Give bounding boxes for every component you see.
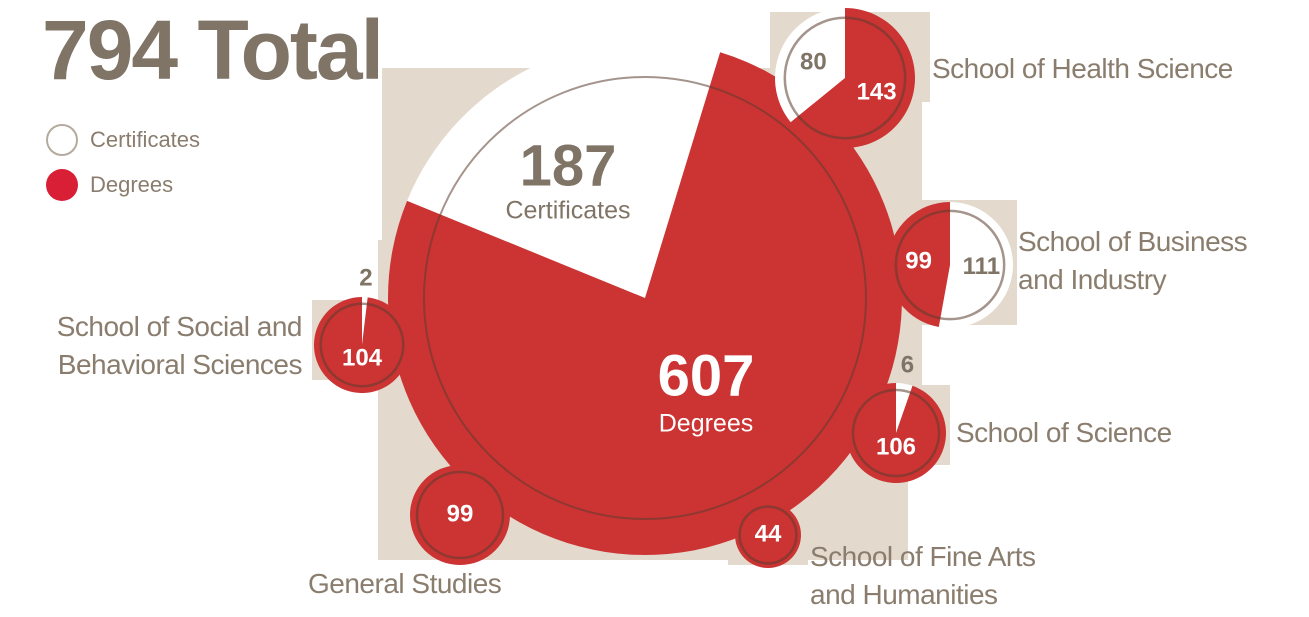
value-label: 99	[905, 248, 932, 275]
pie-slice	[896, 383, 913, 433]
category-label: School of Health Science	[932, 53, 1233, 84]
value-label: 143	[857, 78, 897, 105]
pie-slice	[846, 383, 946, 483]
category-label: School of Science	[956, 417, 1172, 448]
category-label: School of Social and Behavioral Sciences	[56, 311, 303, 380]
value-label: 607	[658, 343, 755, 408]
value-label: 106	[876, 433, 916, 460]
value-label: 2	[359, 264, 372, 291]
value-label: 44	[755, 520, 782, 547]
pie-slice	[735, 502, 801, 568]
pie-ring	[894, 209, 1006, 321]
value-label: 99	[447, 500, 474, 527]
pie-ring	[851, 388, 941, 478]
pie-ring	[738, 505, 798, 565]
legend-label: Degrees	[90, 172, 174, 197]
legend-swatch	[46, 124, 78, 156]
pie-slice	[362, 297, 368, 345]
value-label: 6	[901, 351, 914, 378]
pie-slice	[387, 52, 902, 556]
pie-slice	[790, 8, 916, 148]
pie-slice	[313, 297, 410, 393]
value-label: 187	[520, 133, 617, 198]
pie-ring	[319, 302, 405, 388]
category-label: General Studies	[308, 568, 502, 599]
legend-swatch	[46, 169, 78, 201]
value-label: 80	[800, 48, 827, 75]
category-label: School of Fine Arts and Humanities	[810, 541, 1036, 610]
chart-title: 794 Total	[42, 3, 384, 97]
value-caption: Certificates	[505, 197, 630, 225]
value-label: 111	[963, 253, 1000, 280]
pie-ring	[415, 470, 505, 560]
value-caption: Degrees	[659, 410, 754, 438]
pie-ring	[422, 75, 868, 521]
pie-slice	[410, 465, 510, 565]
pie-slice	[774, 8, 845, 123]
legend-label: Certificates	[90, 127, 201, 152]
pie-slice	[886, 202, 950, 327]
pie-slice	[407, 40, 721, 298]
category-label: School of Business and Industry	[1018, 226, 1248, 295]
pie-ring	[783, 16, 907, 140]
value-label: 104	[342, 345, 383, 372]
